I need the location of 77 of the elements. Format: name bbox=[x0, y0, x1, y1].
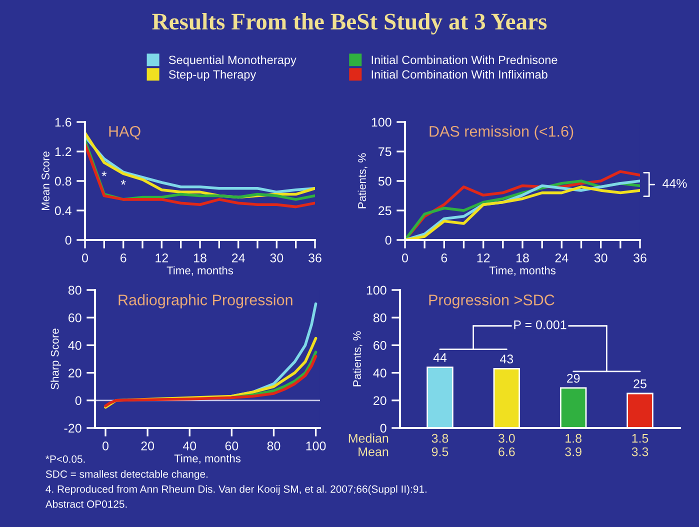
x-tick-label: 36 bbox=[308, 254, 322, 262]
x-tick-label: 60 bbox=[225, 442, 238, 450]
annotation: P = 0.001 bbox=[514, 320, 566, 330]
x-axis-title: Time, months bbox=[174, 454, 241, 464]
x-tick-label: 30 bbox=[270, 254, 284, 262]
line-series bbox=[85, 142, 315, 208]
chart-title: Radiographic Progression bbox=[118, 294, 292, 308]
y-tick-label: 25 bbox=[378, 206, 392, 216]
data-label: 44 bbox=[433, 353, 447, 362]
y-tick-label: 80 bbox=[68, 286, 82, 295]
data-label: 29 bbox=[567, 374, 580, 383]
x-tick-label: 40 bbox=[182, 442, 196, 450]
x-tick-label: 18 bbox=[516, 254, 529, 262]
y-tick-label: 60 bbox=[68, 313, 82, 322]
annotation: * bbox=[120, 180, 126, 185]
x-tick-label: 30 bbox=[594, 254, 608, 262]
y-axis-title: Patients, % bbox=[352, 331, 362, 386]
y-tick-label: 20 bbox=[374, 396, 386, 406]
text: 4. Reproduced from Ann Rheum Dis. Van der Kooij SM, et al. 2007;66(Suppl II):91. bbox=[46, 485, 426, 495]
legend-label: Initial Combination With Prednisone bbox=[372, 55, 558, 64]
data-label: 43 bbox=[500, 354, 514, 364]
y-tick-label: -20 bbox=[64, 424, 82, 433]
legend-label: Step-up Therapy bbox=[168, 70, 256, 81]
x-tick-label: 0 bbox=[102, 442, 108, 450]
x-tick-label: 20 bbox=[141, 442, 154, 450]
y-axis-title: Mean Score bbox=[42, 152, 50, 210]
x-tick-label: 100 bbox=[306, 442, 326, 450]
x-tick-label: 6 bbox=[120, 254, 126, 262]
y-tick-label: 1.2 bbox=[55, 147, 72, 156]
y-tick-label: 1.6 bbox=[55, 118, 72, 127]
data-label: 25 bbox=[634, 379, 646, 388]
y-axis-title: Sharp Score bbox=[50, 328, 61, 390]
x-tick-label: 18 bbox=[194, 254, 206, 262]
text: *P<0.05. bbox=[46, 455, 85, 463]
x-tick-label: 1.5 3.3 bbox=[632, 434, 648, 456]
x-tick-label: 24 bbox=[555, 254, 568, 262]
x-tick-label: 3.0 6.6 bbox=[498, 434, 515, 456]
y-tick-label: 0 bbox=[65, 236, 72, 245]
line-series bbox=[104, 354, 318, 408]
x-tick-label: 24 bbox=[232, 254, 245, 262]
annotation: * bbox=[102, 171, 107, 176]
y-tick-label: 0.8 bbox=[54, 176, 72, 186]
x-tick-label: 0 bbox=[82, 254, 88, 262]
x-tick-label: 0 bbox=[402, 254, 408, 262]
y-tick-label: 40 bbox=[373, 368, 386, 378]
x-axis-title: Time, months bbox=[166, 266, 234, 276]
y-axis-title: Patients, % bbox=[358, 153, 368, 208]
x-tick-label: 80 bbox=[267, 442, 280, 450]
y-tick-label: 40 bbox=[68, 341, 82, 350]
text: Median Mean bbox=[348, 434, 388, 456]
y-tick-label: 100 bbox=[366, 286, 386, 295]
x-tick-label: 12 bbox=[156, 254, 168, 262]
text: Abstract OP0125. bbox=[45, 500, 127, 508]
y-tick-label: 75 bbox=[378, 147, 392, 156]
x-tick-label: 36 bbox=[634, 254, 646, 262]
y-tick-label: 0 bbox=[385, 236, 392, 245]
legend-label: Sequential Monotherapy bbox=[168, 55, 296, 66]
x-axis-title: Time, months bbox=[489, 266, 556, 276]
y-tick-label: 80 bbox=[373, 313, 386, 322]
y-tick-label: 50 bbox=[378, 176, 392, 186]
chart-title: Progression >SDC bbox=[429, 294, 554, 308]
y-tick-label: 0 bbox=[75, 396, 82, 406]
y-tick-label: 0.4 bbox=[54, 206, 72, 216]
x-tick-label: 1.8 3.9 bbox=[565, 434, 582, 456]
annotation: 44% bbox=[662, 179, 687, 188]
x-tick-label: 3.8 9.5 bbox=[432, 434, 448, 456]
x-tick-label: 12 bbox=[477, 254, 490, 262]
y-tick-label: 60 bbox=[374, 341, 386, 350]
chart-title: HAQ bbox=[109, 126, 140, 140]
y-tick-label: 0 bbox=[380, 424, 386, 433]
y-tick-label: 100 bbox=[372, 118, 392, 127]
text: SDC = smallest detectable change. bbox=[46, 470, 208, 480]
legend-label: Initial Combination With Infliximab bbox=[372, 70, 548, 79]
y-tick-label: 20 bbox=[68, 368, 82, 378]
text: Results From the BeSt Study at 3 Years bbox=[152, 12, 547, 34]
chart-title: DAS remission (<1.6) bbox=[430, 126, 574, 140]
x-tick-label: 6 bbox=[441, 254, 448, 262]
